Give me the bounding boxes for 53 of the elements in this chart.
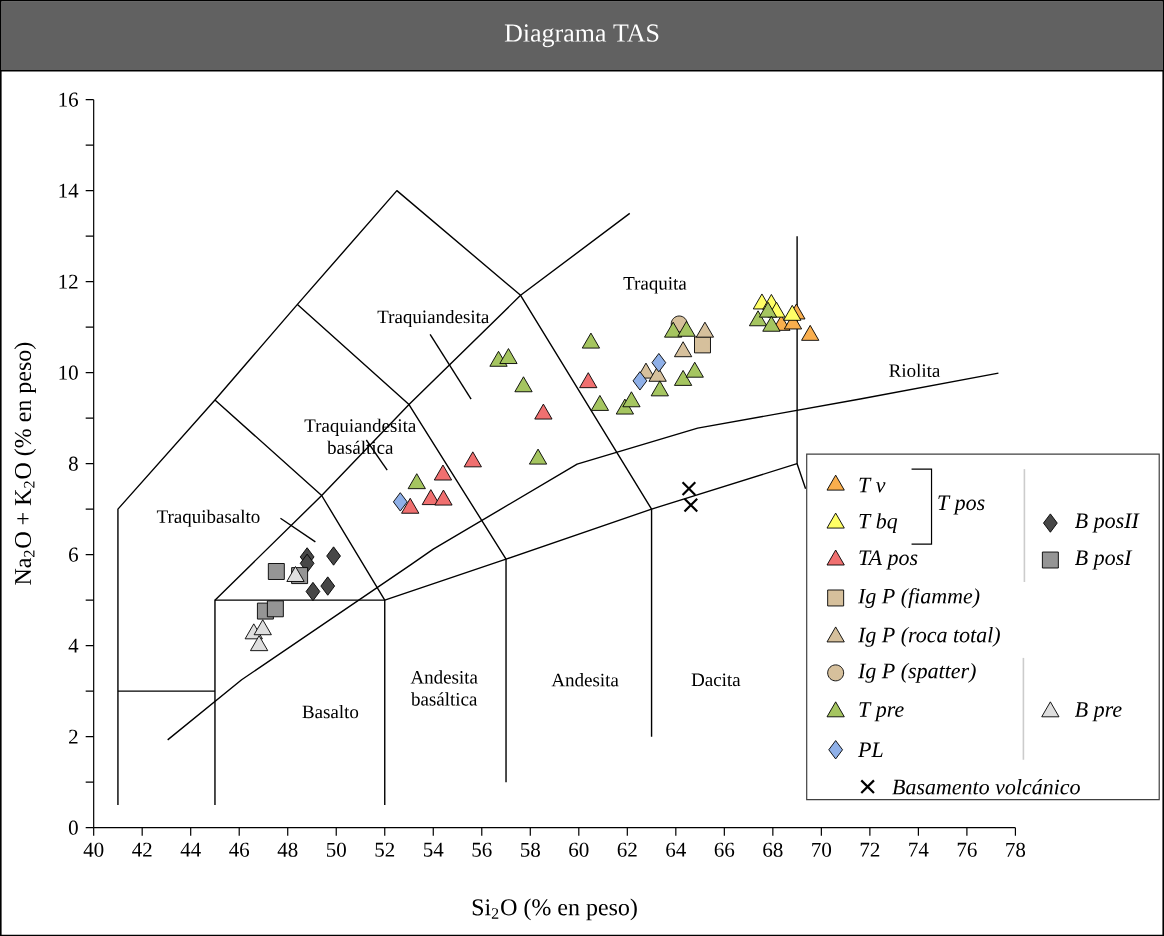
annotation: Basalto [302, 704, 359, 719]
y-tick-label: 6 [69, 547, 79, 562]
y-tick-label: 10 [59, 365, 78, 380]
x-tick-label: 46 [229, 842, 250, 857]
annotation: Traquita [623, 276, 687, 294]
annotation: Traquiandesita [377, 309, 490, 327]
x-tick-label: 40 [83, 842, 104, 857]
annotation: Dacita [691, 673, 741, 687]
annotation: Traquibasalto [156, 509, 260, 527]
x-tick-label: 48 [277, 842, 298, 857]
legend-label: PL [857, 742, 883, 757]
x-tick-label: 76 [957, 842, 977, 857]
legend-label: B posII [1074, 513, 1140, 533]
x-tick-label: 66 [714, 842, 735, 857]
legend-label: B posI [1074, 550, 1133, 570]
y-tick-label: 14 [59, 183, 79, 198]
x-tick-label: 68 [763, 842, 783, 857]
annotation: Riolita [889, 363, 941, 377]
x-tick-label: 44 [180, 842, 201, 857]
legend-label: Ig P (fiamme) [857, 587, 980, 608]
y-tick-label: 2 [69, 729, 78, 744]
x-tick-label: 78 [1006, 842, 1026, 857]
legend-label: Basamento volcánico [892, 778, 1080, 795]
x-tick-label: 64 [666, 842, 686, 857]
x-tick-label: 62 [617, 842, 637, 857]
x-tick-label: 52 [375, 842, 395, 857]
annotation: Andesita [551, 672, 619, 687]
x-tick-label: 42 [132, 842, 152, 857]
y-tick-label: 16 [59, 92, 79, 107]
y-tick-label: 0 [68, 820, 78, 835]
y-axis-title: Na$_{2}$O + K$_{2}$O (% en peso) [14, 342, 36, 585]
x-tick-label: 50 [326, 842, 346, 857]
legend-label: TA pos [859, 550, 918, 570]
legend-label: Ig P (spatter) [857, 662, 976, 683]
legend-label: T v [859, 477, 886, 493]
x-tick-label: 60 [569, 842, 589, 857]
legend-label: T pre [859, 702, 904, 722]
annotation: Andesita basáltica [410, 670, 478, 706]
legend-label: Ig P (roca total) [857, 626, 1000, 647]
x-tick-label: 74 [909, 842, 929, 857]
y-tick-label: 4 [68, 638, 79, 653]
x-tick-label: 58 [521, 842, 540, 857]
x-tick-label: 56 [472, 842, 492, 857]
y-tick-label: 8 [68, 456, 78, 471]
annotation: T pos [938, 495, 985, 515]
chart-title: Diagrama TAS [504, 24, 659, 47]
x-tick-label: 54 [424, 842, 444, 857]
legend-label: T bq [859, 512, 898, 533]
legend-label: B pre [1074, 702, 1122, 722]
y-tick-label: 12 [59, 274, 78, 289]
x-axis-title: Si$_{2}$O (% en peso) [472, 898, 637, 921]
x-tick-label: 72 [860, 842, 880, 857]
x-tick-label: 70 [812, 842, 832, 857]
